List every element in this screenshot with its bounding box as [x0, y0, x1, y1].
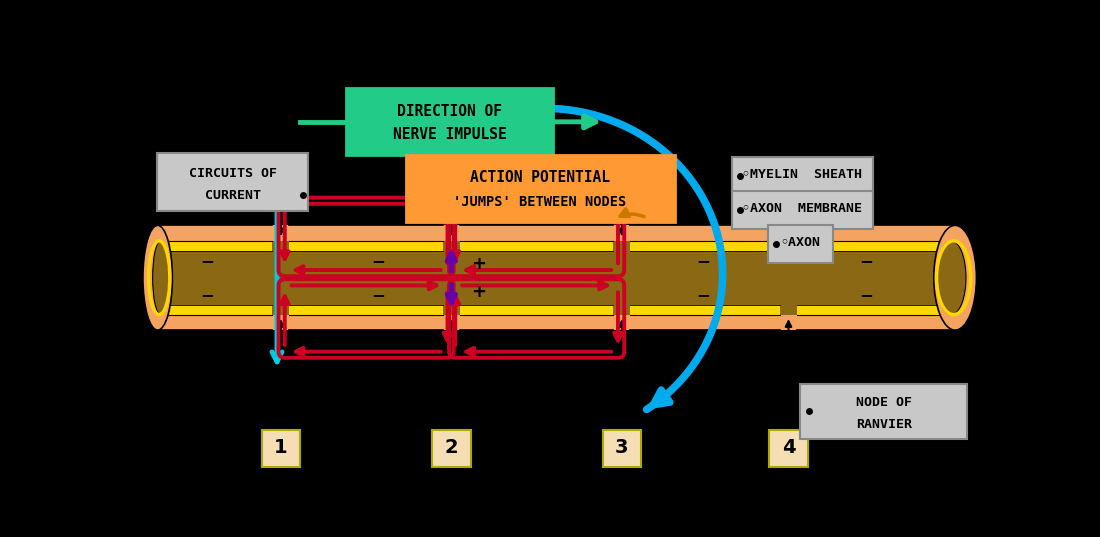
Text: NODE OF: NODE OF: [856, 396, 912, 409]
FancyBboxPatch shape: [603, 430, 641, 467]
Text: 4: 4: [782, 438, 795, 458]
Bar: [289, 241, 443, 251]
Text: −: −: [200, 286, 214, 303]
Bar: [157, 315, 273, 330]
Text: +: +: [606, 338, 623, 357]
Bar: [157, 241, 273, 251]
Text: ACTION POTENTIAL: ACTION POTENTIAL: [470, 170, 610, 185]
Text: ◦AXON: ◦AXON: [780, 236, 821, 249]
FancyBboxPatch shape: [406, 155, 674, 222]
Bar: [157, 226, 955, 241]
Ellipse shape: [143, 226, 173, 330]
Text: +: +: [471, 255, 486, 273]
Bar: [157, 241, 955, 315]
Bar: [460, 226, 614, 241]
FancyBboxPatch shape: [769, 430, 807, 467]
Text: DIRECTION OF: DIRECTION OF: [397, 104, 502, 119]
Ellipse shape: [153, 241, 168, 315]
FancyBboxPatch shape: [346, 88, 553, 155]
Text: −: −: [696, 286, 711, 303]
Text: −: −: [482, 351, 498, 371]
Bar: [630, 304, 780, 315]
Text: −: −: [200, 252, 214, 270]
Bar: [798, 241, 955, 251]
FancyBboxPatch shape: [262, 430, 300, 467]
Text: NERVE IMPULSE: NERVE IMPULSE: [393, 127, 506, 142]
Text: 'JUMPS' BETWEEN NODES: 'JUMPS' BETWEEN NODES: [453, 194, 627, 208]
Text: CIRCUITS OF: CIRCUITS OF: [189, 168, 277, 180]
FancyBboxPatch shape: [432, 430, 471, 467]
Text: −: −: [371, 252, 385, 270]
Bar: [289, 304, 443, 315]
Bar: [157, 226, 273, 241]
Bar: [289, 226, 443, 241]
Text: −: −: [696, 252, 711, 270]
FancyBboxPatch shape: [157, 153, 308, 211]
Text: ◦MYELIN  SHEATH: ◦MYELIN SHEATH: [742, 168, 862, 181]
Text: −: −: [859, 252, 873, 270]
Bar: [460, 315, 614, 330]
Ellipse shape: [934, 226, 977, 330]
FancyBboxPatch shape: [768, 224, 833, 263]
Bar: [460, 304, 614, 315]
Text: 1: 1: [274, 438, 288, 458]
Text: +: +: [471, 282, 486, 301]
Bar: [460, 241, 614, 251]
Ellipse shape: [936, 241, 966, 315]
Bar: [157, 315, 955, 330]
Text: RANVIER: RANVIER: [856, 418, 912, 431]
FancyBboxPatch shape: [732, 191, 873, 229]
Text: −: −: [371, 286, 385, 303]
Text: −: −: [859, 286, 873, 303]
Bar: [157, 304, 273, 315]
Bar: [289, 315, 443, 330]
Bar: [798, 315, 955, 330]
FancyBboxPatch shape: [800, 384, 967, 439]
FancyBboxPatch shape: [732, 157, 873, 195]
Bar: [630, 315, 780, 330]
Text: ◦AXON  MEMBRANE: ◦AXON MEMBRANE: [742, 202, 862, 215]
Text: 2: 2: [444, 438, 459, 458]
Bar: [630, 241, 780, 251]
Bar: [798, 226, 955, 241]
Text: CURRENT: CURRENT: [205, 189, 261, 202]
Bar: [630, 226, 780, 241]
Bar: [798, 304, 955, 315]
Text: 3: 3: [615, 438, 628, 458]
